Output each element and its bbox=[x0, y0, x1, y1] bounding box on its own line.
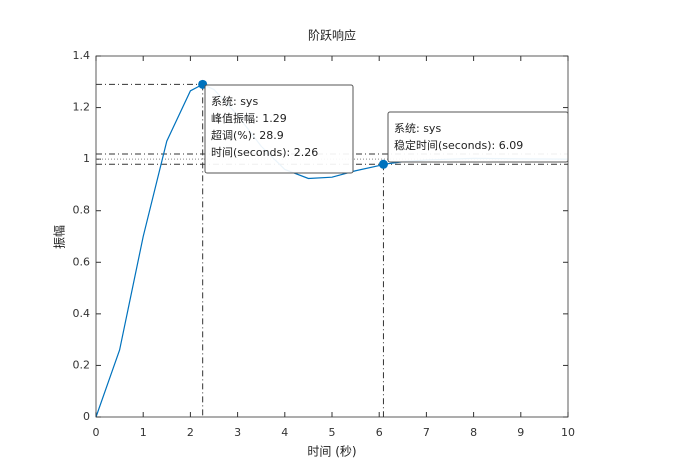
y-tick-label: 0.2 bbox=[73, 358, 91, 371]
y-tick-label: 1 bbox=[83, 152, 90, 165]
y-axis-label: 振幅 bbox=[52, 225, 67, 249]
x-tick-label: 5 bbox=[329, 426, 336, 439]
x-tick-label: 10 bbox=[561, 426, 575, 439]
datatip-text: 系统: sys bbox=[211, 95, 258, 108]
x-tick-label: 3 bbox=[234, 426, 241, 439]
datatip-text: 超调(%): 28.9 bbox=[211, 128, 284, 142]
x-tick-label: 1 bbox=[140, 426, 147, 439]
y-tick-label: 1.2 bbox=[73, 101, 91, 114]
datatip-text: 稳定时间(seconds): 6.09 bbox=[394, 138, 523, 152]
datatip-marker bbox=[378, 159, 388, 169]
y-tick-label: 0.8 bbox=[73, 204, 91, 217]
y-tick-label: 0.6 bbox=[73, 255, 91, 268]
y-tick-label: 0.4 bbox=[73, 307, 91, 320]
y-tick-label: 1.4 bbox=[73, 49, 91, 62]
datatip-box bbox=[387, 111, 569, 163]
x-tick-label: 4 bbox=[281, 426, 288, 439]
x-tick-label: 9 bbox=[517, 426, 524, 439]
x-tick-label: 0 bbox=[93, 426, 100, 439]
x-axis-label: 时间 (秒) bbox=[307, 445, 356, 459]
y-tick-label: 0 bbox=[83, 410, 90, 423]
x-tick-label: 2 bbox=[187, 426, 194, 439]
x-tick-label: 6 bbox=[376, 426, 383, 439]
axes-frame bbox=[95, 55, 569, 418]
datatip-box bbox=[204, 84, 354, 174]
datatip-text: 时间(seconds): 2.26 bbox=[211, 146, 318, 159]
chart-title: 阶跃响应 bbox=[308, 28, 356, 43]
x-tick-label: 8 bbox=[470, 426, 477, 439]
datatip-text: 系统: sys bbox=[394, 122, 441, 135]
datatip-text: 峰值振幅: 1.29 bbox=[211, 111, 287, 125]
x-tick-label: 7 bbox=[423, 426, 430, 439]
